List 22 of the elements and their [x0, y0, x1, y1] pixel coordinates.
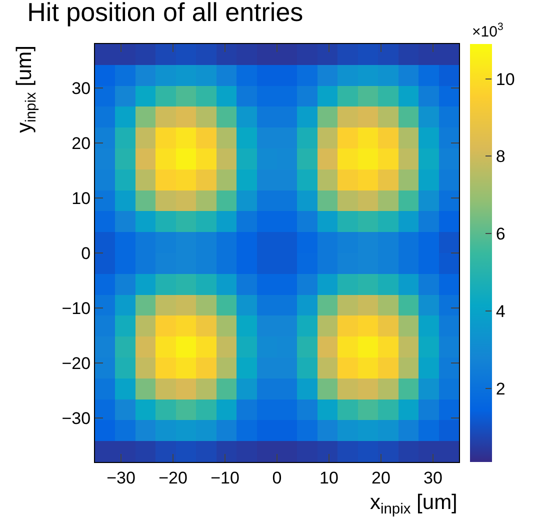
x-axis-title: x$_{inpix}$ [um]	[370, 491, 458, 518]
x-tick-label: 30	[424, 468, 442, 488]
x-tick-label: −30	[106, 468, 136, 488]
chart-title: Hit position of all entries	[27, 0, 304, 27]
color-bar-label: 8	[496, 147, 506, 166]
color-bar-label: 4	[496, 302, 506, 322]
x-tick-label: 0	[272, 468, 282, 488]
y-tick-label: 10	[72, 188, 91, 208]
x-tick-label: −10	[210, 468, 240, 488]
color-bar-label: 6	[496, 224, 506, 244]
color-bar-label: 2	[496, 379, 506, 398]
color-bar-title: ×10$^{3}$	[472, 21, 504, 40]
y-tick-label: 0	[81, 244, 91, 263]
x-tick-label: 10	[320, 468, 338, 488]
y-tick-label: 20	[72, 134, 91, 153]
y-tick-label: −20	[62, 354, 91, 373]
y-tick-label: −30	[62, 408, 91, 428]
x-tick-label: −20	[158, 468, 188, 488]
color-bar-label: 10	[496, 70, 515, 89]
y-tick-label: 30	[72, 78, 91, 98]
x-tick-label: 20	[372, 468, 390, 488]
y-tick-label: −10	[62, 298, 91, 318]
